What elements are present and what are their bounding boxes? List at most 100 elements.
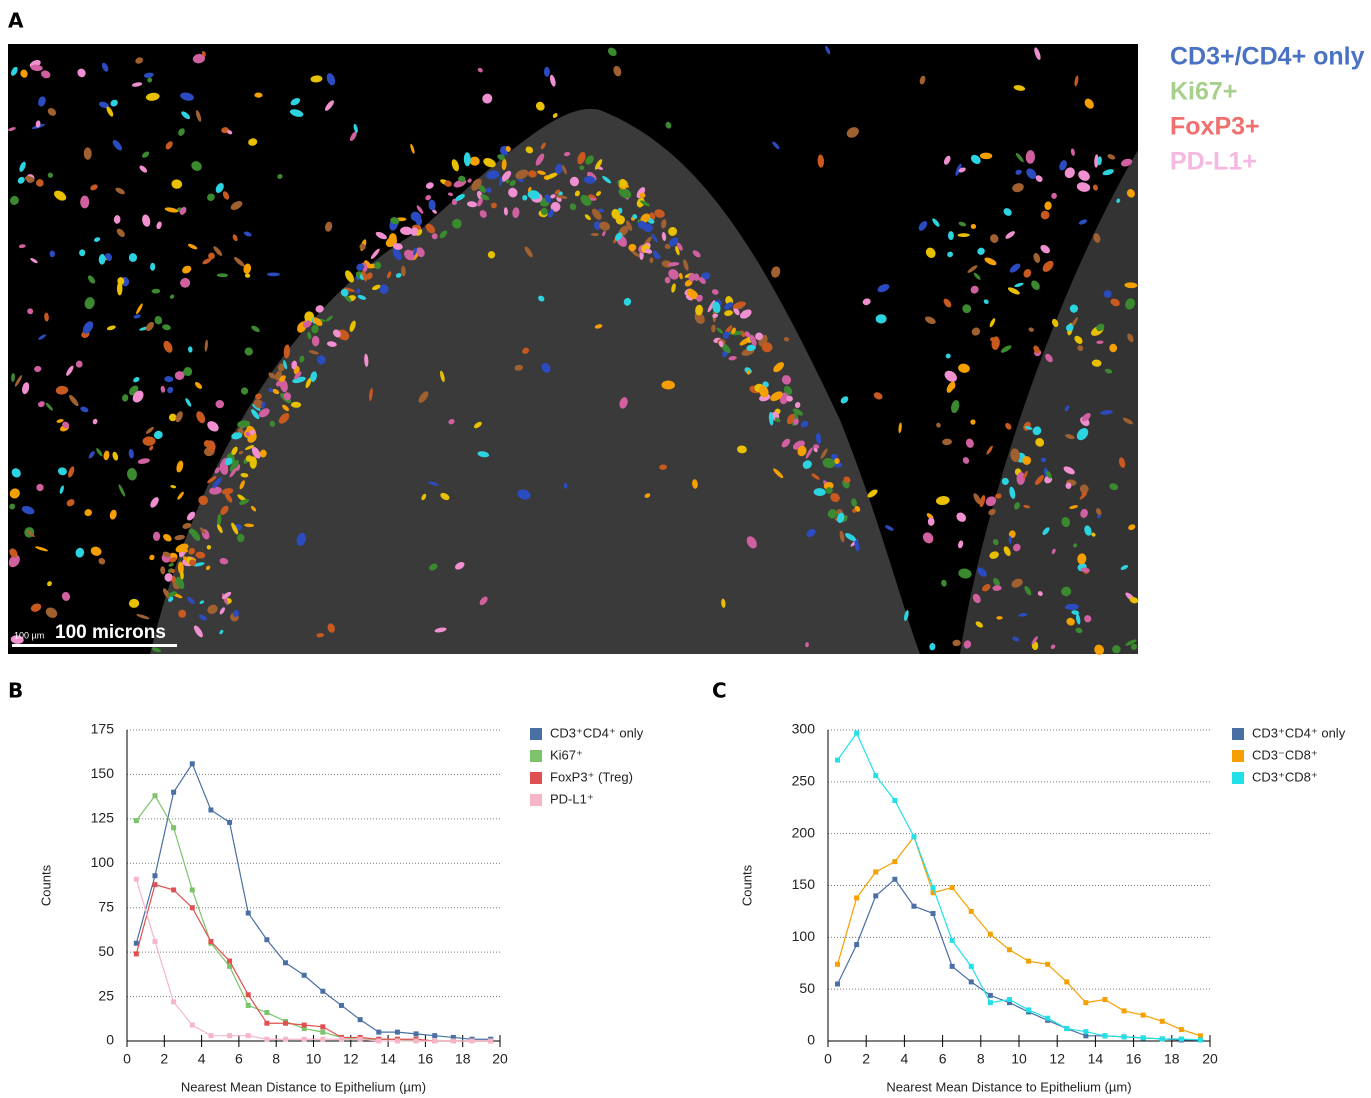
x-tick-label: 6 [939, 1051, 947, 1067]
x-axis-label: Nearest Mean Distance to Epithelium (µm) [181, 1079, 426, 1094]
cell [175, 371, 185, 380]
y-tick-label: 75 [98, 898, 114, 914]
point [1102, 997, 1107, 1002]
legend-swatch [1232, 728, 1244, 740]
point [1179, 1036, 1184, 1041]
point [320, 1024, 325, 1029]
point [264, 1037, 269, 1042]
y-tick-label: 175 [91, 721, 115, 737]
point [1141, 1035, 1146, 1040]
cell [80, 196, 89, 209]
legend-swatch [1232, 750, 1244, 762]
point [1007, 947, 1012, 952]
microscopy-image: 100 µm100 microns [7, 44, 1139, 657]
point [1198, 1037, 1203, 1042]
x-tick-label: 20 [492, 1051, 508, 1067]
point [283, 1021, 288, 1026]
x-tick-label: 0 [824, 1051, 832, 1067]
y-axis-label: Counts [739, 864, 754, 906]
x-tick-label: 2 [862, 1051, 870, 1067]
series-line [838, 837, 1201, 1036]
point [246, 992, 251, 997]
series-line [838, 733, 1201, 1040]
series-line [136, 879, 490, 1041]
point [190, 1023, 195, 1028]
point [302, 1023, 307, 1028]
legend-label: Ki67⁺ [550, 747, 583, 762]
point [190, 905, 195, 910]
point [283, 1037, 288, 1042]
y-tick-label: 150 [91, 765, 115, 781]
panel-label: C [712, 679, 727, 703]
legend-label: FoxP3+ [1170, 113, 1260, 141]
point [873, 870, 878, 875]
point [208, 807, 213, 812]
point [1122, 1008, 1127, 1013]
point [171, 999, 176, 1004]
point [171, 790, 176, 795]
point [835, 758, 840, 763]
point [190, 761, 195, 766]
point [264, 1010, 269, 1015]
point [1007, 997, 1012, 1002]
legend-swatch [530, 750, 542, 762]
x-tick-label: 6 [235, 1051, 243, 1067]
series-line [136, 764, 490, 1039]
point [152, 882, 157, 887]
point [1064, 1026, 1069, 1031]
y-tick-label: 100 [792, 928, 816, 944]
point [320, 989, 325, 994]
point [1141, 1013, 1146, 1018]
y-axis-label: Counts [38, 864, 53, 906]
point [395, 1039, 400, 1044]
point [227, 959, 232, 964]
x-tick-label: 12 [1049, 1051, 1065, 1067]
point [264, 1021, 269, 1026]
point [854, 942, 859, 947]
point [1083, 1029, 1088, 1034]
point [320, 1030, 325, 1035]
point [1064, 979, 1069, 984]
point [208, 1033, 213, 1038]
point [171, 825, 176, 830]
cell [970, 419, 975, 424]
point [470, 1039, 475, 1044]
point [208, 939, 213, 944]
point [152, 873, 157, 878]
cell [153, 532, 160, 541]
point [246, 911, 251, 916]
point [376, 1039, 381, 1044]
y-tick-label: 50 [799, 980, 815, 996]
legend-label: PD-L1+ [1170, 148, 1257, 176]
legend-label: CD3⁺CD8⁺ [1252, 769, 1318, 784]
point [1160, 1036, 1165, 1041]
point [1026, 1007, 1031, 1012]
point [873, 773, 878, 778]
scale-small: 100 µm [14, 630, 44, 640]
point [283, 960, 288, 965]
panel-label: B [8, 679, 23, 703]
point [339, 1037, 344, 1042]
point [339, 1003, 344, 1008]
x-tick-label: 18 [455, 1051, 471, 1067]
point [1160, 1019, 1165, 1024]
x-tick-label: 4 [901, 1051, 909, 1067]
x-tick-label: 8 [977, 1051, 985, 1067]
point [264, 937, 269, 942]
x-tick-label: 8 [272, 1051, 280, 1067]
legend-swatch [530, 728, 542, 740]
point [911, 904, 916, 909]
cell [996, 616, 1002, 619]
point [190, 887, 195, 892]
legend-label: CD3⁺CD4⁺ only [1252, 725, 1346, 740]
point [246, 1003, 251, 1008]
point [854, 731, 859, 736]
point [152, 793, 157, 798]
y-tick-label: 0 [106, 1032, 114, 1048]
point [1045, 1016, 1050, 1021]
y-tick-label: 0 [807, 1032, 815, 1048]
point [988, 993, 993, 998]
point [302, 1037, 307, 1042]
legend-label: PD-L1⁺ [550, 791, 594, 806]
y-tick-label: 50 [98, 943, 114, 959]
